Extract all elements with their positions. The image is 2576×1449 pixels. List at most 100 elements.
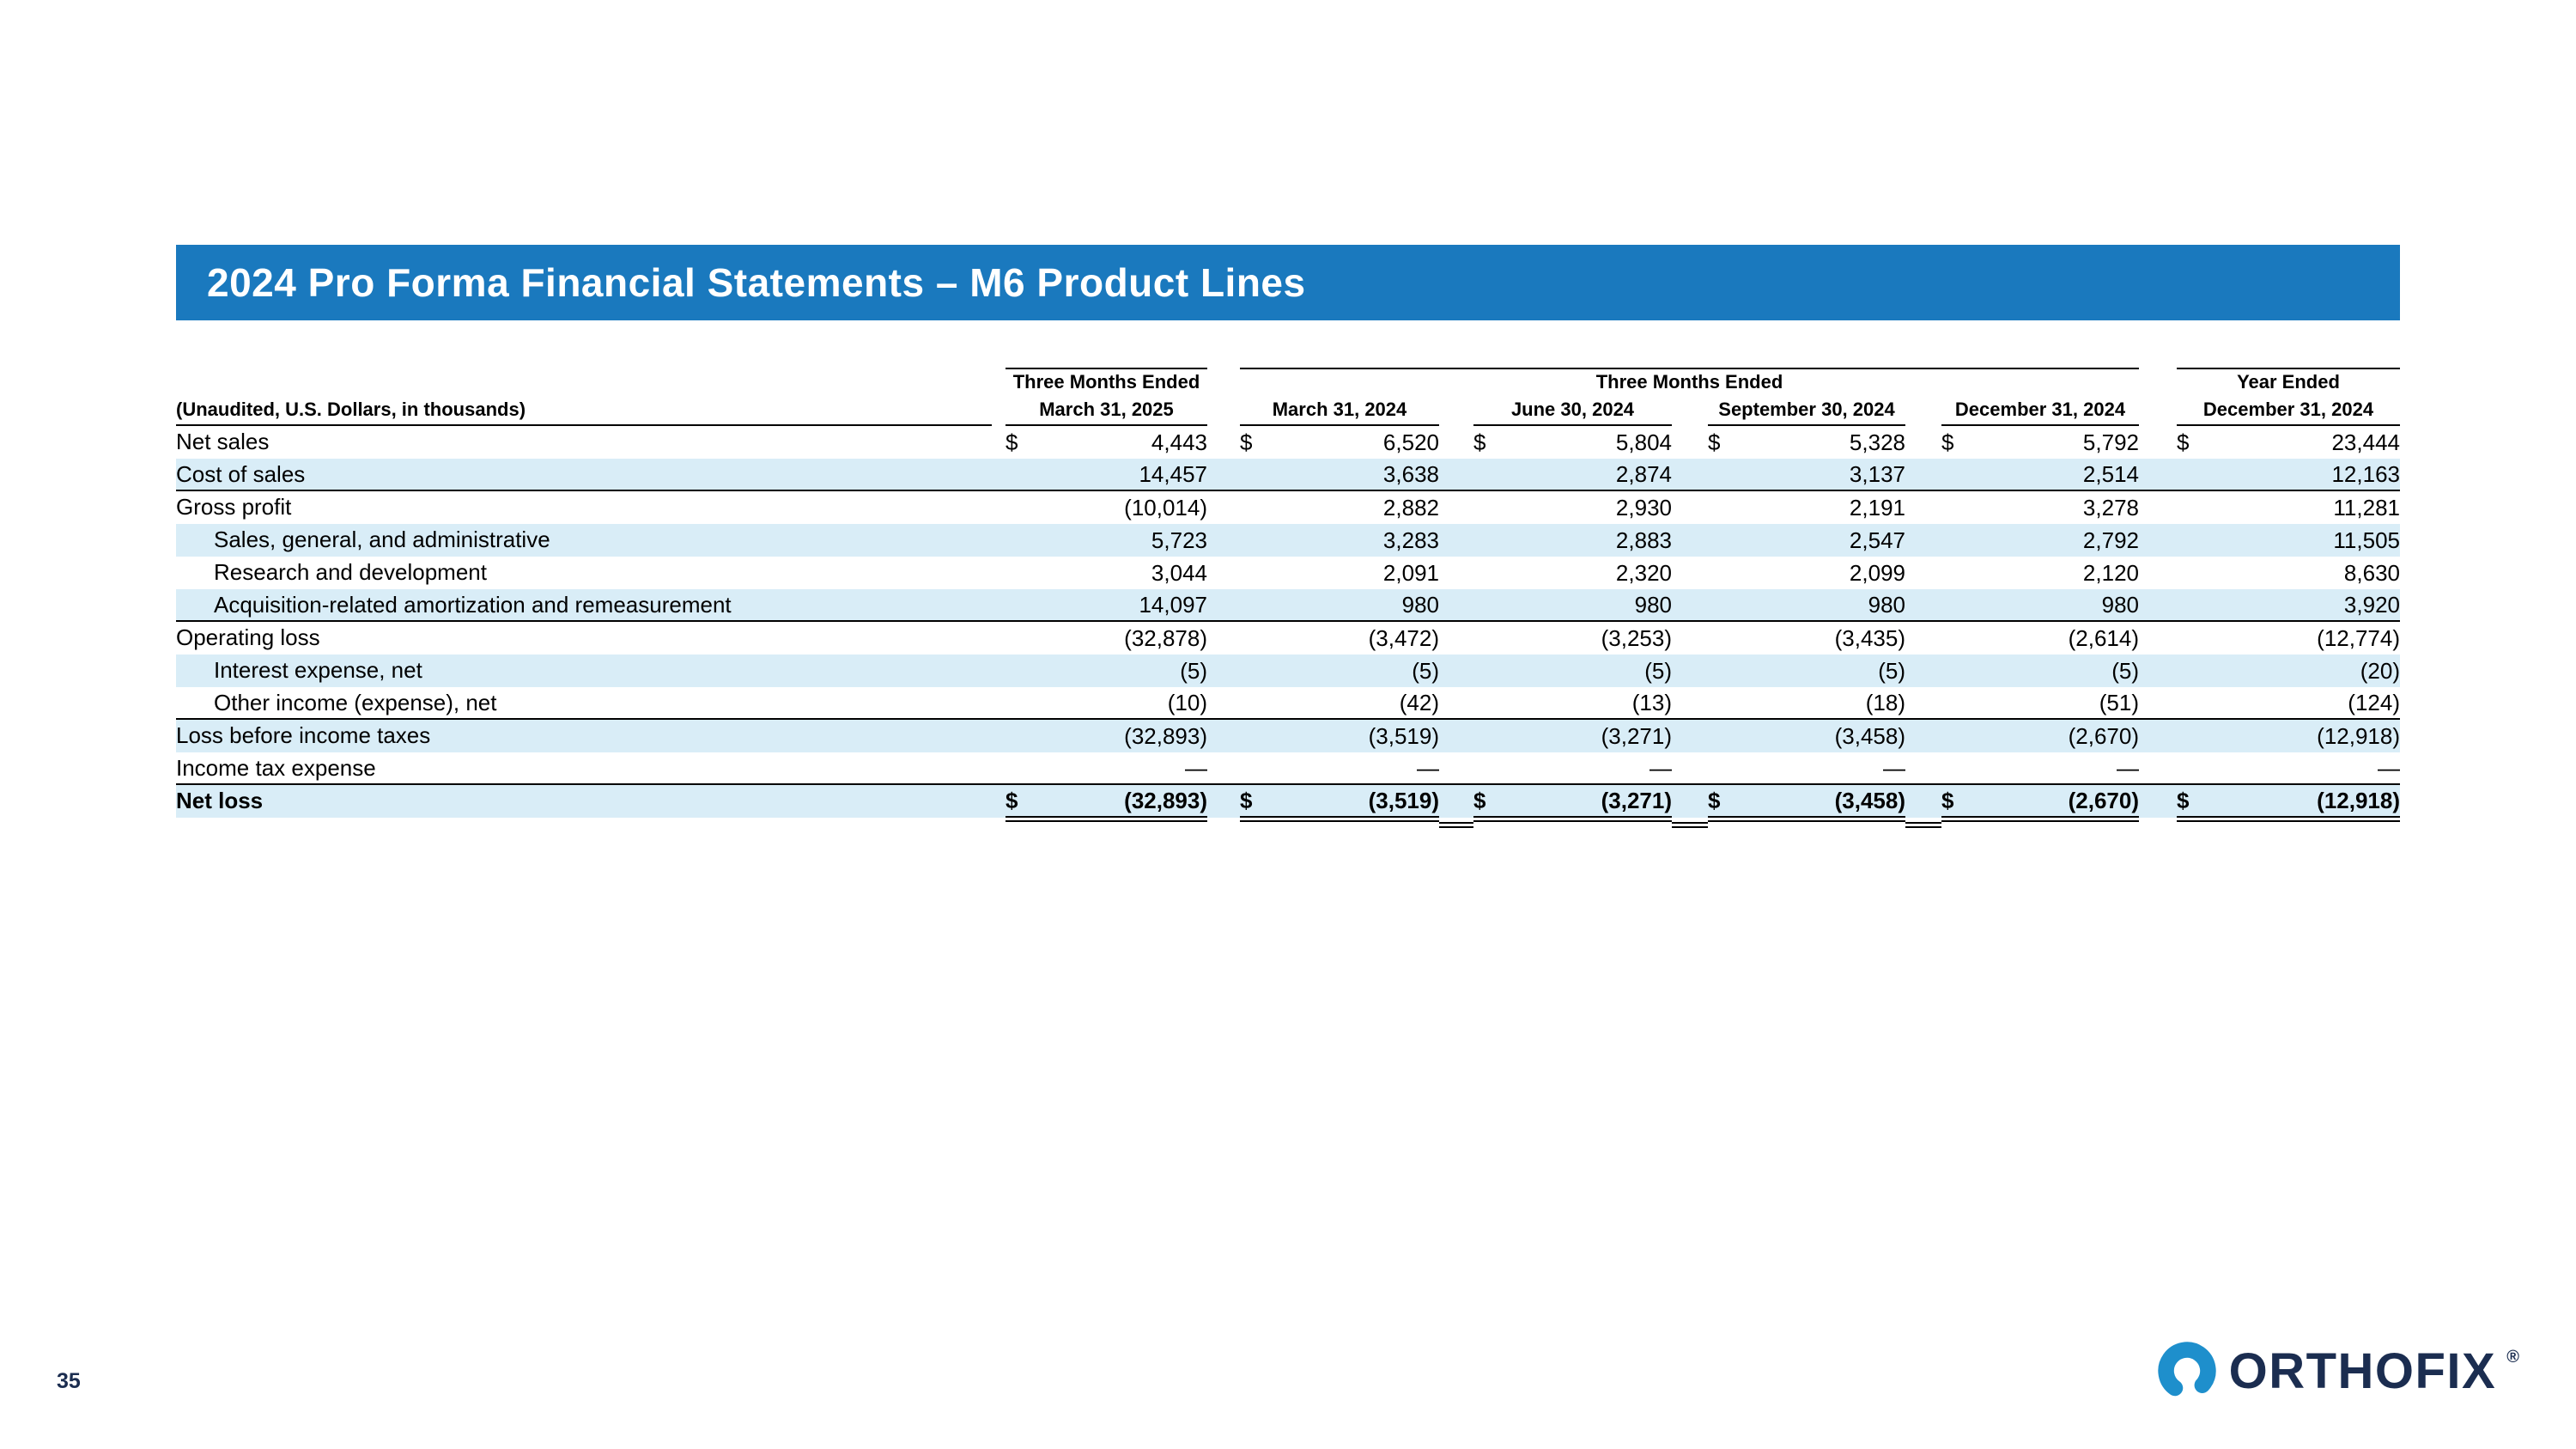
cell-value: 11,281	[2333, 495, 2400, 521]
column-header: March 31, 2025	[1005, 399, 1207, 426]
table-row: Acquisition-related amortization and rem…	[176, 589, 2400, 622]
cell: 980	[1708, 589, 1905, 620]
cell: $23,444	[2177, 426, 2400, 459]
group-header-2024-quarters: Three Months Ended	[1240, 368, 2139, 393]
cell: 3,137	[1708, 459, 1905, 490]
cell: $ (3,458)	[1708, 785, 1905, 822]
cell-value: (10,014)	[1124, 495, 1207, 521]
cell-value: 2,882	[1382, 495, 1439, 521]
cell-value: 2,547	[1849, 527, 1905, 553]
cell: (12,918)	[2177, 720, 2400, 752]
cell: (3,271)	[1473, 720, 1672, 752]
orthofix-logo-icon	[2157, 1342, 2216, 1400]
cell-value: 3,278	[2082, 495, 2139, 521]
cell-value: 3,638	[1382, 461, 1439, 487]
cell: 8,630	[2177, 557, 2400, 589]
cell-value: 980	[1868, 592, 1905, 618]
cell: (10,014)	[1005, 491, 1207, 524]
rule-gap-fill	[1672, 822, 1708, 828]
row-label: Net loss	[176, 788, 264, 813]
cell-value: 2,514	[2082, 461, 2139, 487]
cell-value: —	[2378, 755, 2400, 781]
cell-value: 4,443	[1151, 429, 1207, 455]
cell-value: 2,099	[1849, 560, 1905, 586]
table-row: Loss before income taxes (32,893) (3,519) (…	[176, 720, 2400, 752]
table-row: Operating loss (32,878) (3,472) (3,253) (3,4…	[176, 622, 2400, 654]
cell-value: 8,630	[2343, 560, 2400, 586]
cell: (5)	[1941, 654, 2139, 687]
cell: 2,792	[1941, 524, 2139, 557]
cell-value: 3,920	[2343, 592, 2400, 618]
cell-value: 3,044	[1151, 560, 1207, 586]
table-note: (Unaudited, U.S. Dollars, in thousands)	[176, 399, 992, 426]
cell-value: 980	[1634, 592, 1672, 618]
cell: $ (3,271)	[1473, 785, 1672, 822]
cell-value: (3,519)	[1368, 788, 1439, 813]
cell-value: (12,918)	[2317, 788, 2400, 813]
cell: (10)	[1005, 687, 1207, 718]
cell-value: (20)	[2360, 658, 2400, 684]
cell-value: (2,670)	[2068, 788, 2139, 813]
dollar-sign: $	[1005, 788, 1018, 813]
cell-value: —	[1649, 755, 1672, 781]
cell-value: (42)	[1399, 690, 1439, 715]
cell: (12,774)	[2177, 622, 2400, 654]
cell: 2,883	[1473, 524, 1672, 557]
cell: 2,882	[1240, 491, 1439, 524]
cell: 2,120	[1941, 557, 2139, 589]
cell: $ (2,670)	[1941, 785, 2139, 822]
cell: 2,099	[1708, 557, 1905, 589]
row-label: Operating loss	[176, 624, 320, 650]
column-header: December 31, 2024	[2177, 399, 2400, 426]
row-label: Loss before income taxes	[176, 722, 431, 748]
cell: (18)	[1708, 687, 1905, 718]
cell-value: (2,614)	[2068, 625, 2139, 651]
orthofix-logo: ORTHOFIX ®	[2155, 1339, 2519, 1403]
cell: 11,281	[2177, 491, 2400, 524]
cell-value: (5)	[1644, 658, 1672, 684]
cell-value: (10)	[1167, 690, 1207, 715]
cell-value: (3,472)	[1368, 625, 1439, 651]
cell: (3,458)	[1708, 720, 1905, 752]
cell-value: 3,283	[1382, 527, 1439, 553]
cell-value: (12,774)	[2317, 625, 2400, 651]
cell: $5,804	[1473, 426, 1672, 459]
cell-value: 2,874	[1615, 461, 1672, 487]
cell-value: 2,191	[1849, 495, 1905, 521]
cell-value: (3,458)	[1834, 723, 1905, 749]
cell-value: 12,163	[2331, 461, 2400, 487]
cell: $5,792	[1941, 426, 2139, 459]
cell: 2,091	[1240, 557, 1439, 589]
cell: 3,920	[2177, 589, 2400, 620]
page-number: 35	[57, 1369, 81, 1393]
row-label: Cost of sales	[176, 461, 306, 487]
dollar-sign: $	[1473, 788, 1486, 813]
table-row: Sales, general, and administrative 5,723 3…	[176, 524, 2400, 557]
cell-value: —	[1185, 755, 1207, 781]
cell: (42)	[1240, 687, 1439, 718]
cell: (5)	[1473, 654, 1672, 687]
row-label: Acquisition-related amortization and rem…	[214, 592, 732, 618]
table-row: Gross profit (10,014) 2,882 2,930 2,191 3,278…	[176, 491, 2400, 524]
cell: 12,163	[2177, 459, 2400, 490]
cell: (32,878)	[1005, 622, 1207, 654]
cell-value: (3,458)	[1834, 788, 1905, 813]
table-row: Other income (expense), net (10) (42) (13) (…	[176, 687, 2400, 720]
cell-value: 6,520	[1382, 429, 1439, 455]
cell: 2,320	[1473, 557, 1672, 589]
cell: —	[1473, 752, 1672, 783]
table-row: Research and development 3,044 2,091 2,320 2…	[176, 557, 2400, 589]
cell-value: (5)	[2111, 658, 2139, 684]
rule-gap-fill	[1439, 822, 1473, 828]
dollar-sign: $	[1005, 429, 1018, 455]
financial-table: Three Months Ended Three Months Ended Year…	[176, 364, 2400, 828]
row-label: Gross profit	[176, 494, 292, 520]
row-label: Interest expense, net	[214, 657, 422, 683]
cell-value: —	[2117, 755, 2139, 781]
cell: (13)	[1473, 687, 1672, 718]
cell-value: (124)	[2348, 690, 2400, 715]
table-row: Cost of sales 14,457 3,638 2,874 3,137 2,514 1…	[176, 459, 2400, 491]
rule-gap-fill	[1905, 822, 1941, 828]
cell: $6,520	[1240, 426, 1439, 459]
